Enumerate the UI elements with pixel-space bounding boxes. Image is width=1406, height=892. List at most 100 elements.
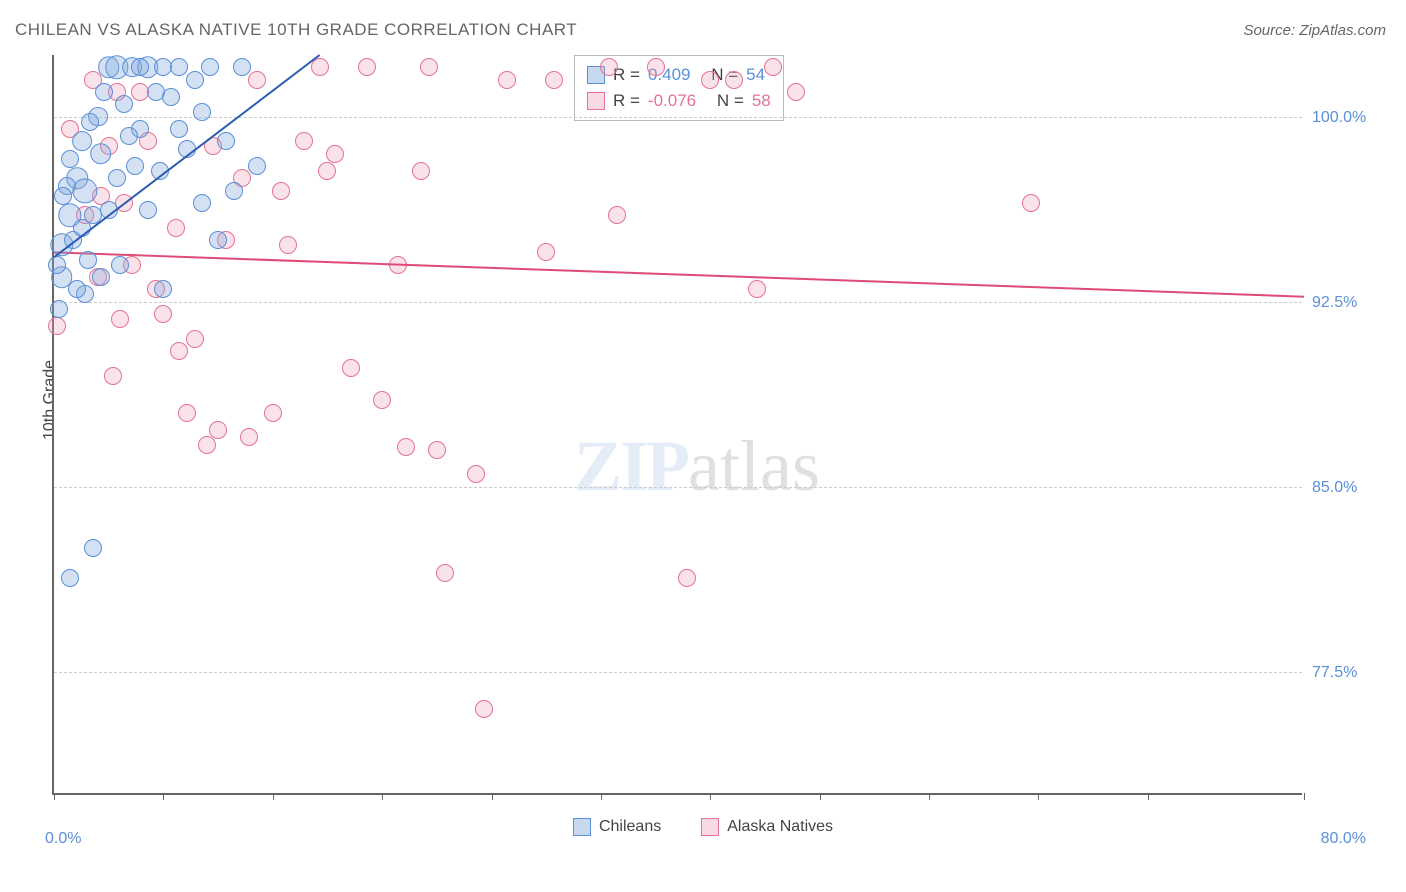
watermark: ZIPatlas — [574, 425, 820, 508]
data-point-alaska — [295, 132, 313, 150]
data-point-alaska — [701, 71, 719, 89]
data-point-chilean — [154, 280, 172, 298]
grid-line — [54, 487, 1302, 488]
legend-item-chileans: Chileans — [573, 818, 661, 836]
x-tick — [273, 793, 274, 800]
legend-swatch-alaska-icon — [701, 818, 719, 836]
data-point-chilean — [95, 83, 113, 101]
data-point-chilean — [170, 120, 188, 138]
data-point-alaska — [647, 58, 665, 76]
data-point-chilean — [162, 88, 180, 106]
data-point-alaska — [104, 367, 122, 385]
grid-line — [54, 117, 1302, 118]
data-point-alaska — [420, 58, 438, 76]
bottom-legend: Chileans Alaska Natives — [0, 818, 1406, 836]
data-point-alaska — [537, 243, 555, 261]
data-point-alaska — [170, 342, 188, 360]
n-value-alaska: 58 — [752, 88, 771, 114]
data-point-alaska — [198, 436, 216, 454]
data-point-alaska — [154, 305, 172, 323]
data-point-chilean — [54, 187, 72, 205]
legend-label-chileans: Chileans — [599, 818, 661, 836]
data-point-chilean — [248, 157, 266, 175]
y-tick-label: 92.5% — [1312, 294, 1392, 312]
data-point-chilean — [81, 113, 99, 131]
data-point-alaska — [748, 280, 766, 298]
data-point-alaska — [115, 194, 133, 212]
x-tick — [163, 793, 164, 800]
data-point-chilean — [48, 256, 66, 274]
data-point-alaska — [342, 359, 360, 377]
data-point-chilean — [217, 132, 235, 150]
data-point-alaska — [279, 236, 297, 254]
legend-item-alaska: Alaska Natives — [701, 818, 833, 836]
data-point-alaska — [167, 219, 185, 237]
chart-title: CHILEAN VS ALASKA NATIVE 10TH GRADE CORR… — [15, 20, 577, 40]
data-point-chilean — [61, 569, 79, 587]
x-tick — [929, 793, 930, 800]
data-point-alaska — [1022, 194, 1040, 212]
data-point-alaska — [272, 182, 290, 200]
x-tick — [1304, 793, 1305, 800]
data-point-chilean — [61, 150, 79, 168]
data-point-chilean — [115, 95, 133, 113]
data-point-alaska — [725, 71, 743, 89]
data-point-chilean — [201, 58, 219, 76]
plot-area: ZIPatlas R = 0.409 N = 54 R = -0.076 N =… — [52, 55, 1302, 795]
x-tick — [382, 793, 383, 800]
data-point-alaska — [678, 569, 696, 587]
swatch-alaska-icon — [587, 92, 605, 110]
trend-line — [54, 55, 1304, 795]
data-point-chilean — [50, 300, 68, 318]
data-point-alaska — [498, 71, 516, 89]
data-point-chilean — [193, 194, 211, 212]
data-point-alaska — [48, 317, 66, 335]
data-point-chilean — [120, 127, 138, 145]
data-point-alaska — [318, 162, 336, 180]
data-point-alaska — [186, 330, 204, 348]
data-point-chilean — [209, 231, 227, 249]
data-point-chilean — [100, 201, 118, 219]
watermark-zip: ZIP — [574, 426, 688, 506]
data-point-alaska — [397, 438, 415, 456]
y-tick-label: 85.0% — [1312, 479, 1392, 497]
data-point-chilean — [225, 182, 243, 200]
r-value-alaska: -0.076 — [648, 88, 696, 114]
x-tick — [1038, 793, 1039, 800]
data-point-alaska — [467, 465, 485, 483]
data-point-alaska — [428, 441, 446, 459]
data-point-chilean — [186, 71, 204, 89]
data-point-alaska — [326, 145, 344, 163]
data-point-alaska — [412, 162, 430, 180]
data-point-alaska — [248, 71, 266, 89]
data-point-chilean — [139, 201, 157, 219]
data-point-alaska — [178, 404, 196, 422]
n-value-chileans: 54 — [746, 62, 765, 88]
x-tick — [1148, 793, 1149, 800]
legend-swatch-chileans-icon — [573, 818, 591, 836]
data-point-chilean — [233, 58, 251, 76]
data-point-chilean — [178, 140, 196, 158]
data-point-chilean — [90, 143, 112, 165]
data-point-chilean — [193, 103, 211, 121]
data-point-chilean — [170, 58, 188, 76]
data-point-alaska — [545, 71, 563, 89]
data-point-chilean — [73, 219, 91, 237]
x-tick — [54, 793, 55, 800]
y-tick-label: 100.0% — [1312, 109, 1392, 127]
data-point-alaska — [111, 310, 129, 328]
data-point-alaska — [240, 428, 258, 446]
data-point-alaska — [358, 58, 376, 76]
x-tick — [820, 793, 821, 800]
data-point-alaska — [764, 58, 782, 76]
data-point-alaska — [436, 564, 454, 582]
data-point-alaska — [311, 58, 329, 76]
data-point-alaska — [264, 404, 282, 422]
x-tick — [492, 793, 493, 800]
data-point-chilean — [108, 169, 126, 187]
data-point-alaska — [475, 700, 493, 718]
data-point-chilean — [151, 162, 169, 180]
stats-row-alaska: R = -0.076 N = 58 — [587, 88, 771, 114]
data-point-alaska — [787, 83, 805, 101]
data-point-alaska — [389, 256, 407, 274]
